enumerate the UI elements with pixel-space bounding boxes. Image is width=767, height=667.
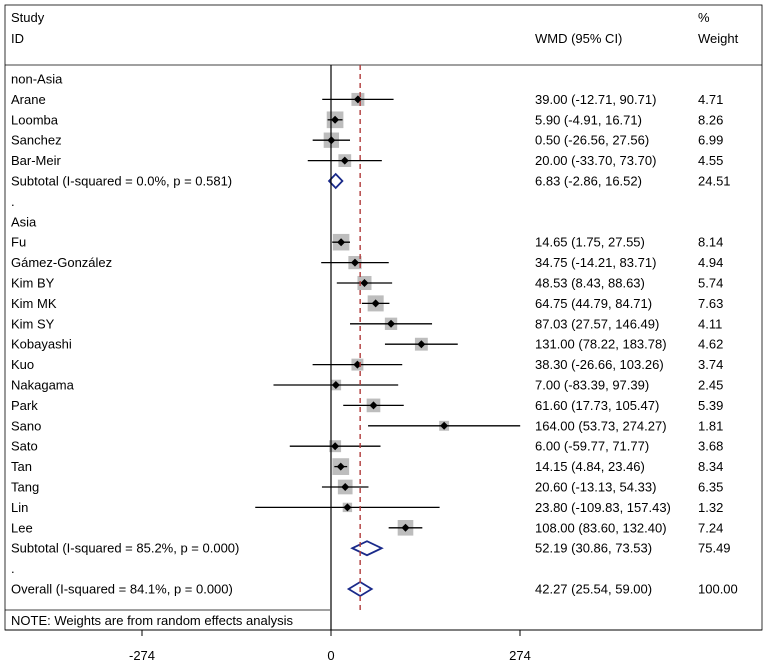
x-tick-label: -274 — [129, 648, 155, 663]
weight-text: 1.32 — [698, 500, 723, 515]
study-label: Lin — [11, 500, 28, 515]
effect-ci-text: 52.19 (30.86, 73.53) — [535, 541, 652, 556]
effect-ci-text: 61.60 (17.73, 105.47) — [535, 398, 659, 413]
study-label: Sato — [11, 439, 38, 454]
weight-text: 6.35 — [698, 480, 723, 495]
study-label: Kobayashi — [11, 337, 72, 352]
weight-text: 8.14 — [698, 235, 723, 250]
header-effect: WMD (95% CI) — [535, 31, 622, 46]
effect-ci-text: 0.50 (-26.56, 27.56) — [535, 133, 649, 148]
x-tick-label: 0 — [327, 648, 334, 663]
weight-text: 100.00 — [698, 582, 738, 597]
effect-ci-text: 20.60 (-13.13, 54.33) — [535, 480, 656, 495]
weight-text: 5.39 — [698, 398, 723, 413]
weight-text: 4.11 — [698, 316, 722, 331]
study-label: Gámez-González — [11, 255, 112, 270]
header-study: Study — [11, 10, 45, 25]
header-weight: Weight — [698, 31, 739, 46]
study-label: Nakagama — [11, 378, 75, 393]
study-label: Kim BY — [11, 276, 55, 291]
spacer-label: . — [11, 194, 15, 209]
group-label: non-Asia — [11, 72, 63, 87]
point-estimate — [440, 421, 449, 430]
header-percent: % — [698, 10, 710, 25]
point-estimate — [331, 115, 340, 124]
effect-ci-text: 87.03 (27.57, 146.49) — [535, 316, 659, 331]
subtotal-diamond — [327, 172, 344, 190]
effect-ci-text: 164.00 (53.73, 274.27) — [535, 418, 667, 433]
weight-text: 75.49 — [698, 541, 731, 556]
study-label: Kuo — [11, 357, 34, 372]
subtotal-label: Subtotal (I-squared = 0.0%, p = 0.581) — [11, 174, 232, 189]
point-estimate — [331, 442, 340, 451]
point-estimate — [371, 299, 380, 308]
weight-text: 8.26 — [698, 112, 723, 127]
study-label: Lee — [11, 520, 33, 535]
weight-text: 2.45 — [698, 378, 723, 393]
point-estimate — [369, 401, 378, 410]
weight-text: 4.94 — [698, 255, 723, 270]
effect-ci-text: 64.75 (44.79, 84.71) — [535, 296, 652, 311]
note-text: NOTE: Weights are from random effects an… — [11, 613, 294, 628]
effect-ci-text: 42.27 (25.54, 59.00) — [535, 582, 652, 597]
study-label: Fu — [11, 235, 26, 250]
effect-ci-text: 6.83 (-2.86, 16.52) — [535, 174, 642, 189]
effect-ci-text: 39.00 (-12.71, 90.71) — [535, 92, 656, 107]
study-label: Park — [11, 398, 38, 413]
study-label: Bar-Meir — [11, 153, 62, 168]
weight-text: 7.24 — [698, 520, 723, 535]
effect-ci-text: 7.00 (-83.39, 97.39) — [535, 378, 649, 393]
effect-ci-text: 5.90 (-4.91, 16.71) — [535, 112, 642, 127]
weight-text: 4.62 — [698, 337, 723, 352]
study-label: Kim MK — [11, 296, 57, 311]
study-label: Kim SY — [11, 316, 55, 331]
subtotal-label: Subtotal (I-squared = 85.2%, p = 0.000) — [11, 541, 239, 556]
effect-ci-text: 38.30 (-26.66, 103.26) — [535, 357, 664, 372]
spacer-label: . — [11, 561, 15, 576]
study-label: Tan — [11, 459, 32, 474]
study-label: Tang — [11, 480, 39, 495]
weight-text: 5.74 — [698, 276, 723, 291]
effect-ci-text: 20.00 (-33.70, 73.70) — [535, 153, 656, 168]
weight-text: 1.81 — [698, 418, 723, 433]
effect-ci-text: 14.15 (4.84, 23.46) — [535, 459, 645, 474]
point-estimate — [417, 340, 426, 349]
point-estimate — [360, 279, 369, 287]
study-label: Arane — [11, 92, 46, 107]
effect-ci-text: 23.80 (-109.83, 157.43) — [535, 500, 671, 515]
point-estimate — [331, 381, 340, 389]
weight-text: 4.71 — [698, 92, 723, 107]
study-label: Sano — [11, 418, 41, 433]
effect-ci-text: 108.00 (83.60, 132.40) — [535, 520, 667, 535]
x-tick-label: 274 — [509, 648, 531, 663]
subtotal-diamond — [350, 540, 384, 557]
weight-text: 8.34 — [698, 459, 723, 474]
point-estimate — [401, 523, 410, 532]
weight-text: 7.63 — [698, 296, 723, 311]
point-estimate — [387, 319, 396, 328]
weight-text: 3.68 — [698, 439, 723, 454]
effect-ci-text: 14.65 (1.75, 27.55) — [535, 235, 645, 250]
effect-ci-text: 131.00 (78.22, 183.78) — [535, 337, 667, 352]
effect-ci-text: 34.75 (-14.21, 83.71) — [535, 255, 656, 270]
point-estimate — [337, 238, 346, 247]
point-estimate — [353, 360, 362, 369]
weight-text: 24.51 — [698, 174, 731, 189]
point-estimate — [350, 258, 359, 267]
weight-text: 4.55 — [698, 153, 723, 168]
point-estimate — [341, 483, 350, 491]
group-label: Asia — [11, 214, 37, 229]
effect-ci-text: 6.00 (-59.77, 71.77) — [535, 439, 649, 454]
point-estimate — [340, 156, 349, 165]
overall-label: Overall (I-squared = 84.1%, p = 0.000) — [11, 582, 233, 597]
point-estimate — [336, 462, 345, 471]
study-label: Sanchez — [11, 133, 62, 148]
header-id: ID — [11, 31, 24, 46]
weight-text: 6.99 — [698, 133, 723, 148]
study-label: Loomba — [11, 112, 59, 127]
point-estimate — [343, 503, 352, 512]
weight-text: 3.74 — [698, 357, 723, 372]
effect-ci-text: 48.53 (8.43, 88.63) — [535, 276, 645, 291]
